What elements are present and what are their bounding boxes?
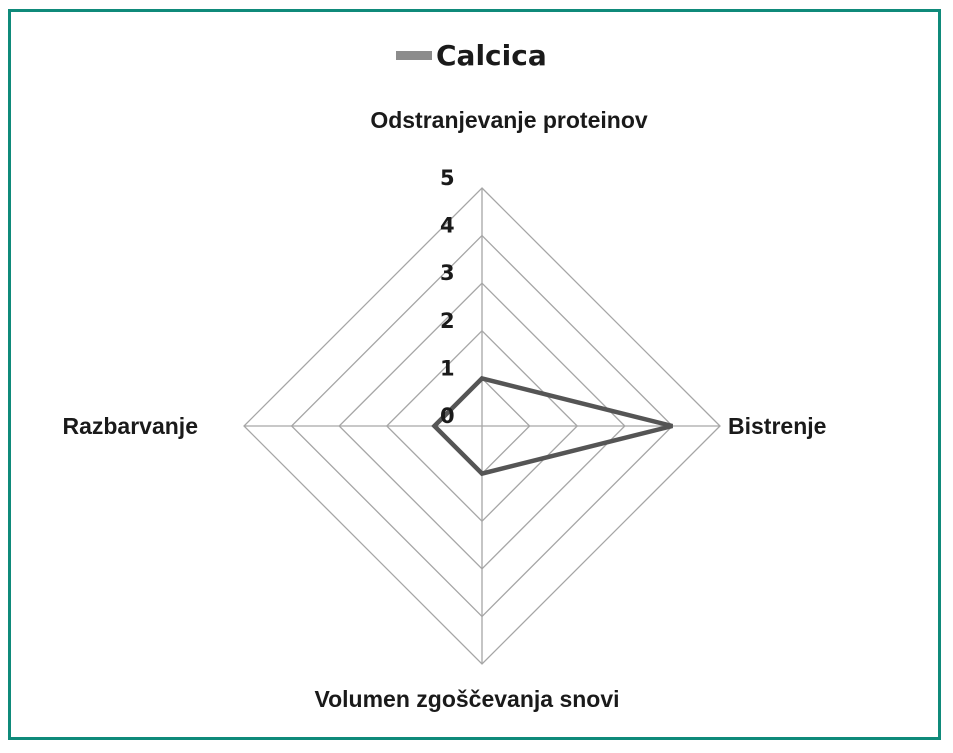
axis-label-right: Bistrenje [728,413,826,439]
tick-label-4: 4 [440,214,455,238]
tick-label-3: 3 [440,261,455,285]
radar-axis-labels: Odstranjevanje proteinov Bistrenje Volum… [62,107,826,712]
tick-label-1: 1 [440,356,455,380]
legend: Calcica [396,39,547,72]
axis-label-top: Odstranjevanje proteinov [370,107,648,133]
radar-tick-labels: 0 1 2 3 4 5 [440,166,455,428]
radar-series-layer [431,375,673,477]
tick-label-2: 2 [440,309,455,333]
series-line-0 [431,375,673,477]
legend-swatch [396,51,432,60]
axis-label-bottom: Volumen zgoščevanja snovi [314,686,619,712]
radar-grid [243,187,721,665]
tick-label-0: 0 [440,404,455,428]
legend-label: Calcica [436,39,547,72]
axis-label-left: Razbarvanje [62,413,198,439]
chart-frame [8,9,941,740]
tick-label-5: 5 [440,166,455,190]
